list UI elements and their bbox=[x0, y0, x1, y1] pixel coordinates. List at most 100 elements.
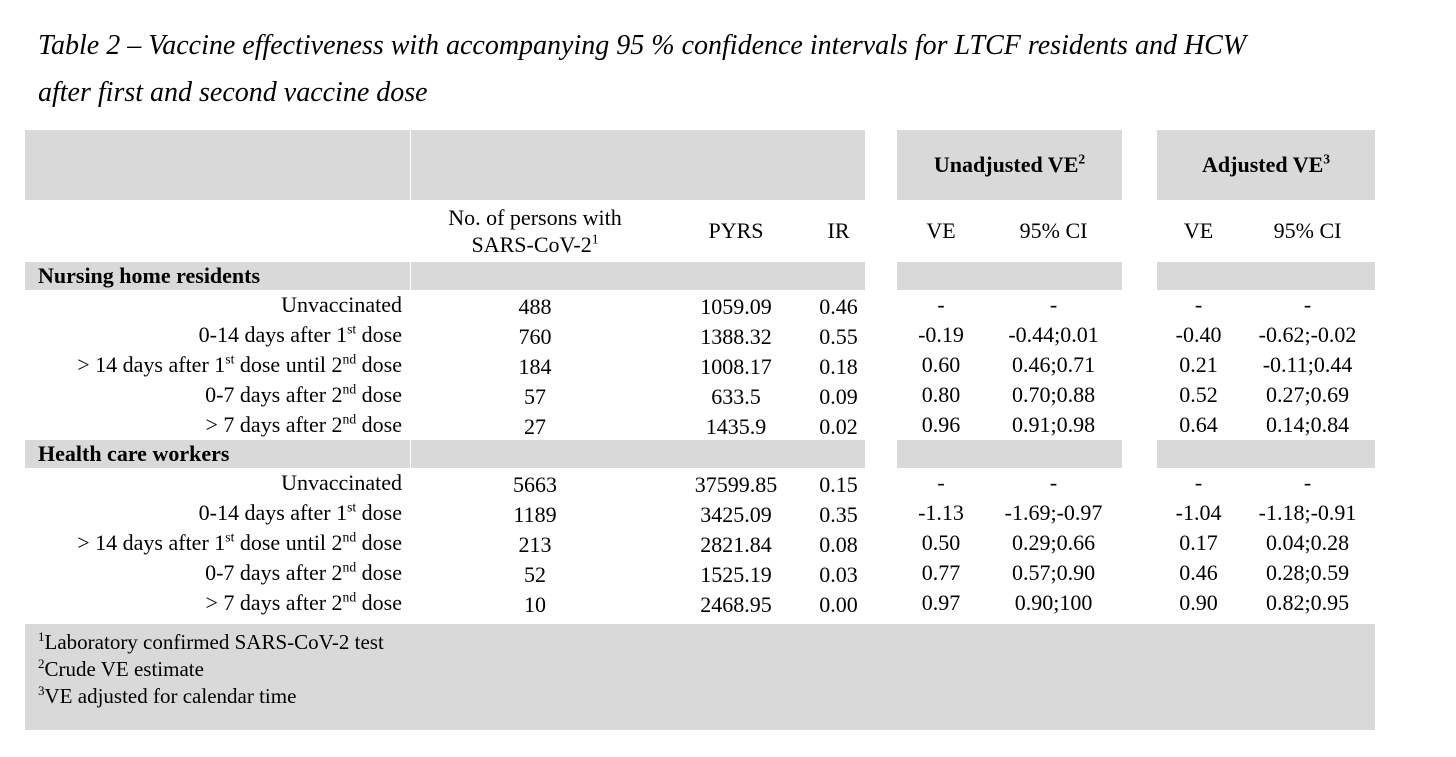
row-label-text: > 14 days after 1 bbox=[77, 352, 226, 377]
cell-adjusted-ci: -0.62;-0.02 bbox=[1258, 322, 1357, 347]
row-label: > 14 days after 1st dose until 2nd dose bbox=[25, 350, 410, 380]
column-gap bbox=[865, 558, 898, 588]
cell-unadjusted-ve: -0.19 bbox=[918, 322, 964, 347]
cell-pyrs: 1008.17 bbox=[700, 354, 772, 379]
cell-persons: 760 bbox=[518, 324, 552, 349]
footnote-ref-2: 2 bbox=[1078, 151, 1086, 167]
cell-ir: 0.55 bbox=[819, 324, 858, 349]
col-header-ir: IR bbox=[827, 218, 850, 243]
table-row: 0-14 days after 1st dose 1189 3425.09 0.35 -… bbox=[25, 498, 1375, 528]
footnote: 1Laboratory confirmed SARS-CoV-2 test bbox=[38, 629, 1375, 656]
cell-persons: 184 bbox=[518, 354, 552, 379]
cell-unadjusted-ci: 0.70;0.88 bbox=[1011, 382, 1096, 407]
row-label-text: dose until 2 bbox=[234, 530, 343, 555]
cell-persons: 5663 bbox=[513, 472, 557, 497]
column-gap bbox=[865, 410, 898, 440]
row-label-superscript: st bbox=[347, 499, 357, 515]
row-label-superscript: st bbox=[225, 529, 235, 545]
row-label-text: 0-7 days after 2 bbox=[205, 382, 343, 407]
row-label-text: dose bbox=[356, 382, 402, 407]
column-gap bbox=[1122, 290, 1158, 320]
row-label-text: > 7 days after 2 bbox=[205, 412, 343, 437]
column-header-row: No. of persons with SARS-CoV-21 PYRS IR … bbox=[25, 200, 1375, 262]
footnote-marker: 2 bbox=[38, 656, 45, 671]
cell-adjusted-ve: 0.46 bbox=[1179, 560, 1218, 585]
section-header: Health care workers bbox=[25, 440, 411, 468]
cell-unadjusted-ve: 0.80 bbox=[921, 382, 961, 407]
footnote-text: Laboratory confirmed SARS-CoV-2 test bbox=[44, 630, 384, 654]
row-label-text: 0-7 days after 2 bbox=[205, 560, 343, 585]
cell-pyrs: 2468.95 bbox=[700, 592, 772, 617]
cell-unadjusted-ve: - bbox=[937, 292, 945, 317]
cell-persons: 52 bbox=[524, 562, 546, 587]
cell-adjusted-ve: -0.40 bbox=[1175, 322, 1222, 347]
column-gap bbox=[1122, 498, 1158, 528]
cell-unadjusted-ve: 0.77 bbox=[921, 560, 961, 585]
column-gap bbox=[1122, 528, 1158, 558]
row-label: > 7 days after 2nd dose bbox=[25, 410, 410, 440]
cell-ir: 0.00 bbox=[819, 592, 858, 617]
row-label-superscript: nd bbox=[342, 589, 357, 605]
column-gap bbox=[1122, 350, 1158, 380]
group-header-adjusted-ve-label: Adjusted VE bbox=[1202, 152, 1324, 177]
row-label: 0-14 days after 1st dose bbox=[25, 498, 410, 528]
cell-persons: 57 bbox=[524, 384, 546, 409]
header-band-left-label-cell bbox=[25, 130, 411, 200]
footnote-text: Crude VE estimate bbox=[44, 657, 204, 681]
column-gap bbox=[865, 380, 898, 410]
column-gap bbox=[1122, 588, 1158, 618]
row-label: 0-7 days after 2nd dose bbox=[25, 380, 410, 410]
column-gap bbox=[865, 290, 898, 320]
row-label-text: dose bbox=[356, 560, 402, 585]
row-label-text: > 7 days after 2 bbox=[205, 590, 343, 615]
cell-persons: 10 bbox=[524, 592, 546, 617]
row-label-superscript: nd bbox=[342, 381, 357, 397]
row-label-text: Unvaccinated bbox=[281, 292, 402, 317]
cell-adjusted-ve: - bbox=[1194, 292, 1203, 317]
section-row: Nursing home residents bbox=[25, 262, 1376, 290]
section-band-unadjusted bbox=[897, 262, 1123, 290]
footnote-ref-3: 3 bbox=[1323, 151, 1331, 167]
column-gap bbox=[1122, 410, 1158, 440]
section-band-adjusted bbox=[1157, 440, 1376, 468]
cell-adjusted-ve: 0.17 bbox=[1179, 530, 1218, 555]
col-header-adjusted-ve: VE bbox=[1183, 218, 1214, 243]
cell-adjusted-ci: - bbox=[1303, 470, 1312, 495]
footnote-ref-1: 1 bbox=[591, 231, 599, 247]
column-gap bbox=[865, 588, 898, 618]
row-label-text: > 14 days after 1 bbox=[77, 530, 226, 555]
group-header-unadjusted-ve-label: Unadjusted VE bbox=[933, 152, 1079, 177]
row-label-text: Unvaccinated bbox=[281, 470, 402, 495]
table-caption-line2: after first and second vaccine dose bbox=[38, 77, 428, 108]
cell-unadjusted-ci: 0.91;0.98 bbox=[1011, 412, 1096, 437]
footnote: 2Crude VE estimate bbox=[38, 656, 1375, 683]
cell-persons: 488 bbox=[518, 294, 552, 319]
cell-unadjusted-ve: 0.96 bbox=[921, 412, 961, 437]
cell-ir: 0.35 bbox=[819, 502, 858, 527]
row-label-text: dose until 2 bbox=[234, 352, 343, 377]
cell-adjusted-ve: 0.21 bbox=[1179, 352, 1218, 377]
row-label-text: 0-14 days after 1 bbox=[198, 500, 348, 525]
column-gap bbox=[1122, 200, 1158, 262]
col-header-persons-line2: SARS-CoV-2 bbox=[471, 232, 592, 257]
column-gap bbox=[1122, 440, 1158, 468]
cell-unadjusted-ci: - bbox=[1049, 470, 1058, 495]
column-gap bbox=[865, 498, 898, 528]
footnote-text: VE adjusted for calendar time bbox=[44, 684, 297, 708]
row-label-superscript: nd bbox=[342, 559, 357, 575]
cell-pyrs: 1388.32 bbox=[700, 324, 772, 349]
row-label-text: 0-14 days after 1 bbox=[198, 322, 348, 347]
cell-ir: 0.15 bbox=[819, 472, 858, 497]
row-label: > 7 days after 2nd dose bbox=[25, 588, 410, 618]
cell-adjusted-ve: 0.52 bbox=[1179, 382, 1218, 407]
table-row: Unvaccinated 5663 37599.85 0.15 - - - - bbox=[25, 468, 1375, 498]
row-label-text: dose bbox=[356, 530, 402, 555]
cell-pyrs: 1059.09 bbox=[700, 294, 772, 319]
cell-unadjusted-ci: -0.44;0.01 bbox=[1008, 322, 1099, 347]
row-label-text: dose bbox=[356, 352, 402, 377]
cell-adjusted-ve: 0.90 bbox=[1179, 590, 1218, 615]
cell-adjusted-ci: 0.14;0.84 bbox=[1265, 412, 1350, 437]
cell-pyrs: 37599.85 bbox=[694, 472, 778, 497]
col-header-unadjusted-ve: VE bbox=[926, 218, 956, 243]
